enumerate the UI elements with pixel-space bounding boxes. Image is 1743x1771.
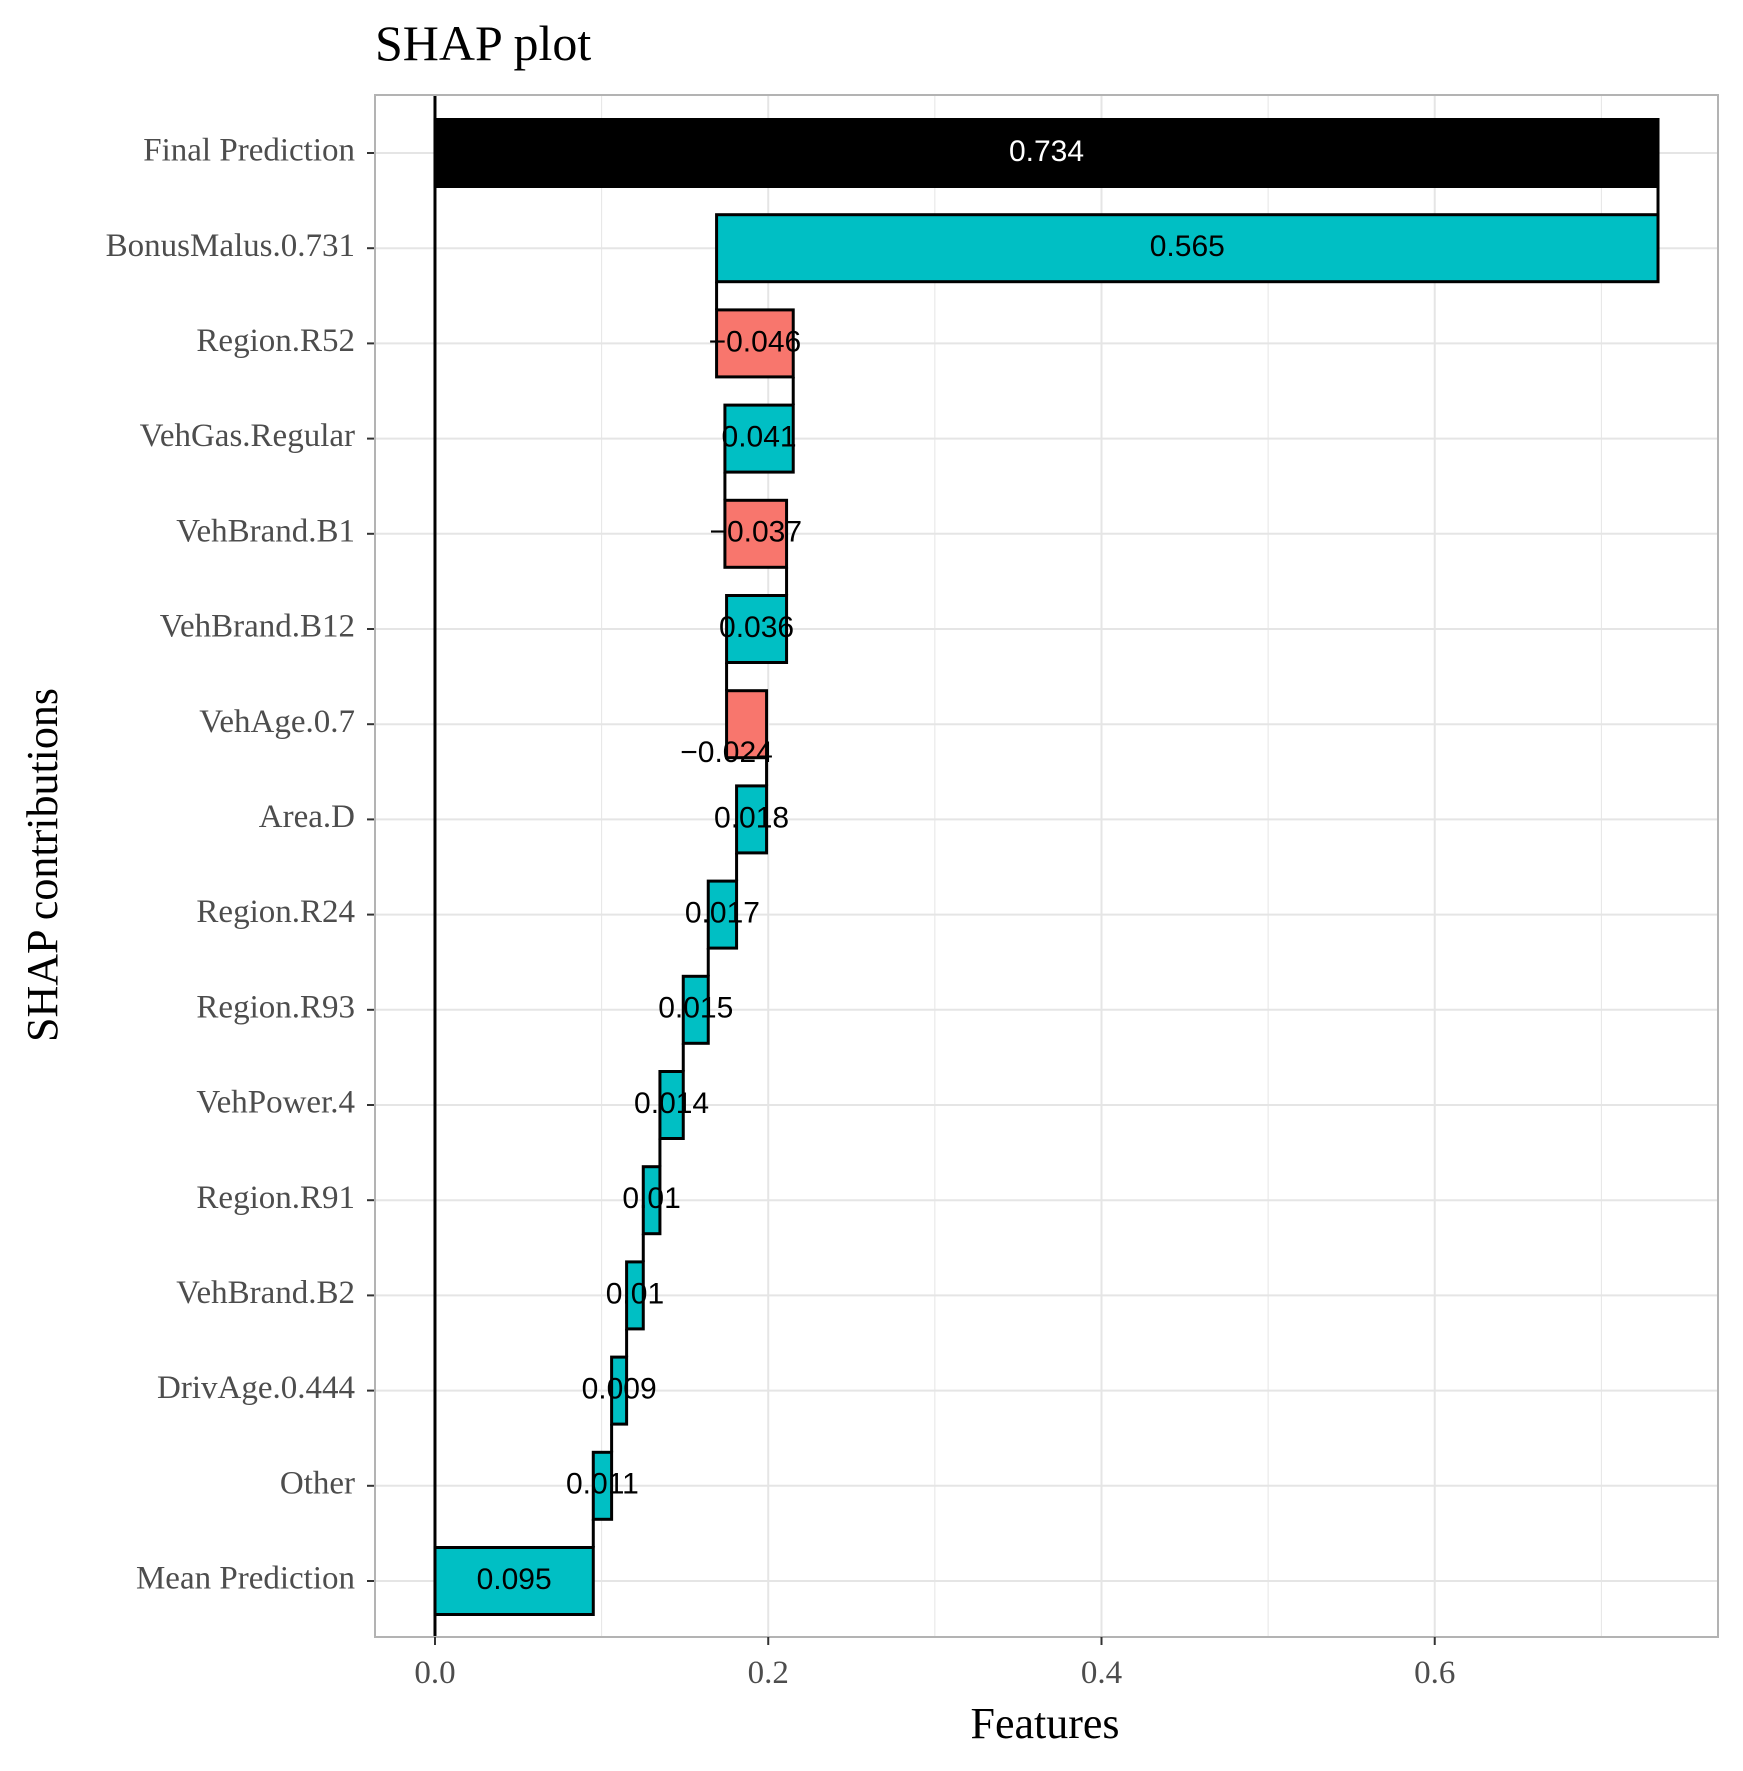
bar-value-label: −0.037 xyxy=(709,516,802,549)
bar-vehpower-4 xyxy=(658,1070,685,1140)
bar-value-label: 0.565 xyxy=(1150,230,1225,263)
bar-value-label: 0.095 xyxy=(477,1563,552,1596)
bar-value-label: 0.015 xyxy=(658,992,733,1025)
bar-other xyxy=(591,1450,614,1521)
category-label: VehBrand.B12 xyxy=(160,609,355,645)
category-label: VehAge.0.7 xyxy=(199,704,355,740)
category-label: Mean Prediction xyxy=(136,1561,355,1597)
bar-region-r52 xyxy=(715,308,795,379)
bar-value-label: 0.018 xyxy=(714,801,789,834)
category-label: Final Prediction xyxy=(143,133,355,169)
y-axis-title: SHAP contributions xyxy=(18,688,67,1042)
category-label: Other xyxy=(280,1465,355,1501)
x-tick-label: 0.2 xyxy=(748,1655,789,1691)
bar-vehbrand-b2 xyxy=(625,1260,645,1331)
bar-value-label: 0.009 xyxy=(582,1373,657,1406)
plot-panel xyxy=(375,95,1718,1637)
bar-value-label: 0.01 xyxy=(622,1182,680,1215)
bar-value-label: 0.041 xyxy=(722,421,797,454)
bar-value-label: 0.01 xyxy=(606,1277,664,1310)
panel-border xyxy=(374,94,1719,1638)
category-label: Region.R91 xyxy=(196,1180,355,1216)
x-tick-label: 0.0 xyxy=(414,1655,455,1691)
bar-mean-prediction xyxy=(433,1546,595,1616)
category-label: VehBrand.B1 xyxy=(176,513,355,549)
bar-value-label: 0.036 xyxy=(719,611,794,644)
category-label: VehBrand.B2 xyxy=(176,1275,355,1311)
bar-value-label: 0.734 xyxy=(1009,135,1084,168)
bar-value-label: 0.011 xyxy=(566,1468,639,1501)
axis-layer: 0.0 0.2 0.4 0.6 xyxy=(367,94,1719,1691)
bar-region-r93 xyxy=(681,974,710,1045)
bar-bonusmalus-0-731 xyxy=(715,213,1660,284)
bar-value-label: 0.017 xyxy=(685,897,760,930)
grid-layer xyxy=(375,95,1718,1637)
bar-vehbrand-b1 xyxy=(723,498,789,569)
bar-value-label: −0.046 xyxy=(709,325,802,358)
x-tick-label: 0.6 xyxy=(1414,1655,1455,1691)
bar-value-label: 0.014 xyxy=(634,1087,709,1120)
category-label: Area.D xyxy=(259,799,355,835)
bar-area-d xyxy=(735,784,769,855)
category-label: Region.R24 xyxy=(196,894,355,930)
bar-region-r91 xyxy=(641,1165,662,1236)
category-label: DrivAge.0.444 xyxy=(157,1370,355,1406)
labels-layer: 0.734 Final Prediction 0.565 BonusMalus.0.7… xyxy=(106,133,1225,1597)
x-tick-label: 0.4 xyxy=(1081,1655,1122,1691)
bar-vehgas-regular xyxy=(723,403,795,474)
bars-layer xyxy=(433,118,1660,1616)
bar-value-label: −0.024 xyxy=(680,736,773,769)
category-label: Region.R93 xyxy=(196,989,355,1025)
bar-vehbrand-b12 xyxy=(725,594,789,664)
category-label: VehGas.Regular xyxy=(140,418,355,454)
category-label: Region.R52 xyxy=(196,323,355,359)
x-axis-title: Features xyxy=(970,1699,1119,1748)
category-label: VehPower.4 xyxy=(196,1085,355,1121)
bar-vehage-0-7 xyxy=(725,689,769,760)
chart-title: SHAP plot xyxy=(375,15,591,71)
bar-region-r24 xyxy=(706,879,739,950)
bar-drivage-0-444 xyxy=(610,1355,629,1426)
category-label: BonusMalus.0.731 xyxy=(106,228,355,264)
